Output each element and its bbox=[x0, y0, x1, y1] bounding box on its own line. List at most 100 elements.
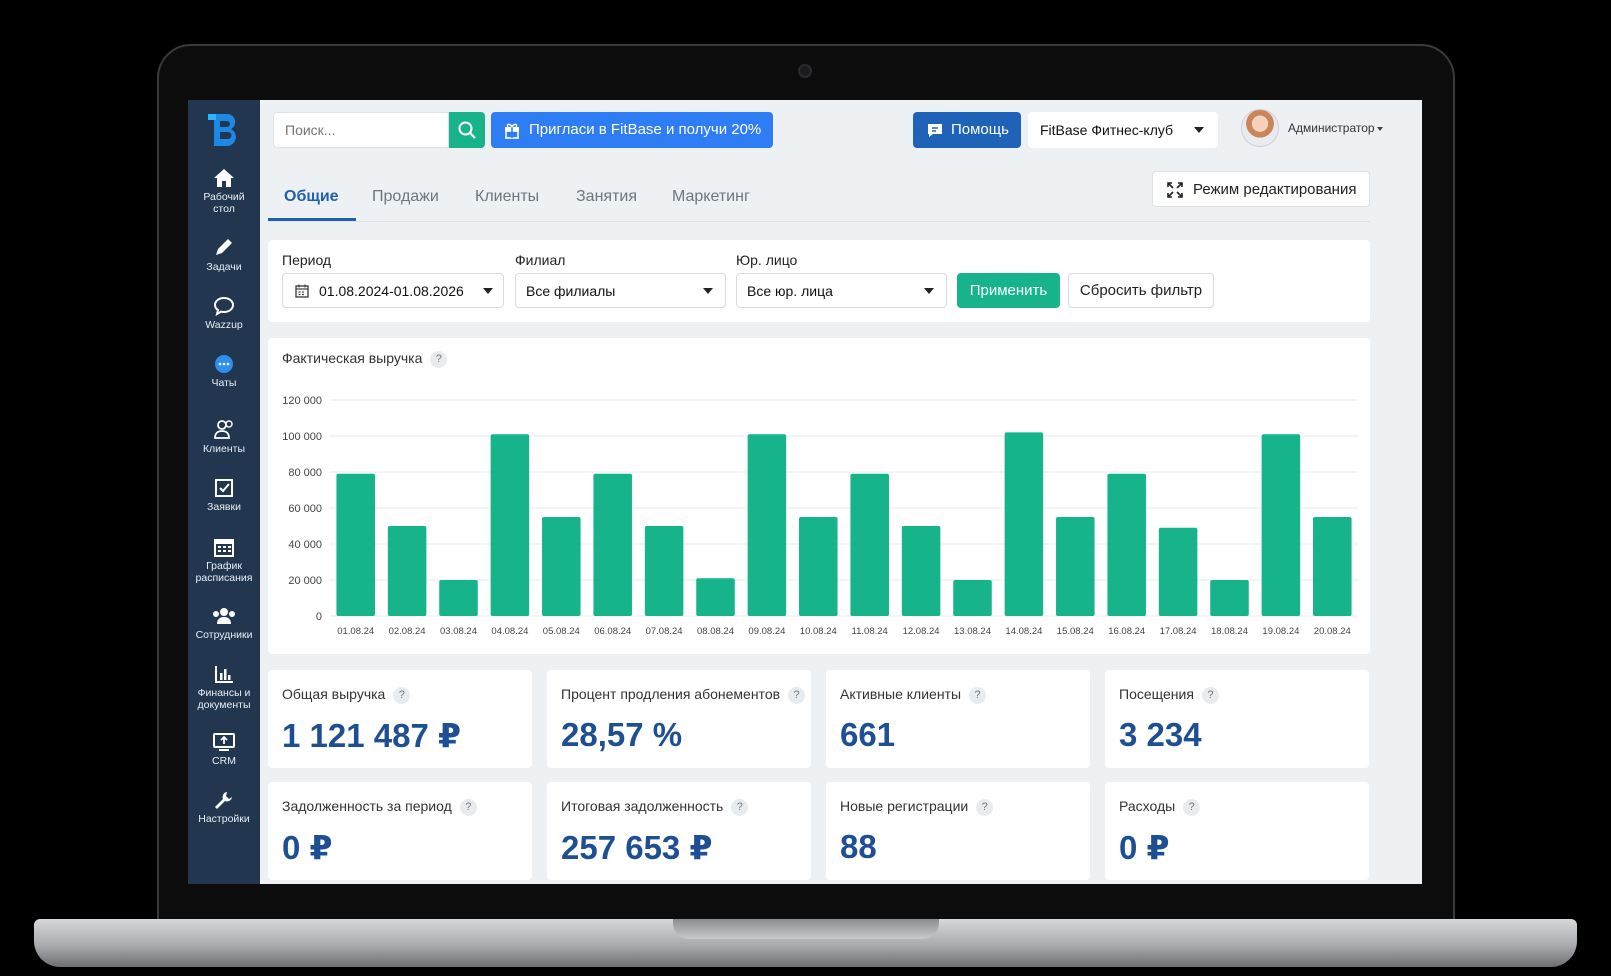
clients-icon bbox=[214, 420, 233, 439]
sidebar-item-label: CRM bbox=[212, 755, 236, 767]
kpi-label: Процент продления абонементов? bbox=[561, 686, 806, 704]
tab-clients[interactable]: Клиенты bbox=[475, 188, 540, 205]
x-tick-label: 12.08.24 bbox=[903, 626, 940, 637]
bar bbox=[644, 526, 684, 616]
kpi-value: 257 653 ₽ bbox=[561, 829, 713, 866]
chart-title-text: Фактическая выручка bbox=[282, 350, 423, 366]
sidebar-item-desktop[interactable]: Рабочий стол bbox=[188, 168, 260, 215]
revenue-chart-card: 0 20 000 40 000 60 000 80 000 100 000 120 000 0… bbox=[268, 338, 1370, 654]
top-bar: Пригласи в FitBase и получи 20% Помощь F… bbox=[260, 100, 1422, 160]
help-button[interactable]: Помощь bbox=[913, 112, 1021, 148]
sidebar-item-tasks[interactable]: Задачи bbox=[188, 238, 260, 273]
tab-general[interactable]: Общие bbox=[284, 188, 339, 205]
bar bbox=[490, 434, 530, 616]
bar bbox=[696, 578, 735, 616]
sidebar-item-chats[interactable]: Чаты bbox=[188, 354, 260, 389]
fitbase-logo[interactable] bbox=[204, 110, 244, 150]
sidebar-item-clients[interactable]: Клиенты bbox=[188, 418, 260, 455]
bar bbox=[953, 580, 992, 616]
kpi-label: Задолженность за период? bbox=[282, 798, 477, 816]
expand-icon bbox=[1167, 182, 1183, 198]
help-icon[interactable]: ? bbox=[430, 350, 448, 368]
calendar-icon bbox=[295, 284, 309, 298]
entity-select[interactable]: Все юр. лица bbox=[736, 273, 947, 308]
sidebar-item-label: Заявки bbox=[207, 501, 241, 513]
x-tick-label: 16.08.24 bbox=[1108, 626, 1145, 637]
tab-marketing[interactable]: Маркетинг bbox=[672, 188, 750, 205]
sidebar-item-label: Клиенты bbox=[202, 443, 246, 455]
help-icon[interactable]: ? bbox=[731, 798, 749, 816]
chevron-down-icon bbox=[924, 288, 934, 294]
kpi-value: 88 bbox=[840, 828, 877, 865]
sidebar-item-staff[interactable]: Сотрудники bbox=[188, 606, 260, 641]
help-icon[interactable]: ? bbox=[969, 686, 987, 704]
search-input[interactable] bbox=[273, 112, 449, 148]
tab-sales[interactable]: Продажи bbox=[372, 188, 439, 205]
reset-filter-button[interactable]: Сбросить фильтр bbox=[1068, 273, 1214, 308]
x-tick-label: 18.08.24 bbox=[1211, 626, 1248, 637]
chat-icon bbox=[215, 355, 233, 373]
avatar[interactable] bbox=[1241, 109, 1279, 147]
kpi-label: Посещения? bbox=[1119, 686, 1219, 704]
sidebar-item-crm[interactable]: CRM bbox=[188, 732, 260, 767]
branch-value: Все филиалы bbox=[526, 283, 616, 299]
crm-icon bbox=[213, 733, 235, 751]
speech-bubble-icon bbox=[213, 296, 235, 316]
search-button[interactable] bbox=[449, 112, 485, 148]
help-icon[interactable]: ? bbox=[393, 686, 411, 704]
x-tick-label: 10.08.24 bbox=[800, 626, 837, 637]
bar bbox=[1004, 432, 1044, 616]
sidebar: Рабочий стол Задачи Wazzup Чаты Клиенты … bbox=[188, 100, 260, 884]
period-label: Период bbox=[282, 252, 332, 268]
bar bbox=[799, 517, 838, 616]
pencil-icon bbox=[216, 239, 232, 255]
y-tick-label: 40 000 bbox=[288, 539, 322, 551]
apply-button[interactable]: Применить bbox=[957, 273, 1060, 308]
sidebar-item-finance[interactable]: Финансы и документы bbox=[188, 664, 260, 711]
x-tick-label: 09.08.24 bbox=[748, 626, 785, 637]
edit-mode-button[interactable]: Режим редактирования bbox=[1152, 171, 1370, 207]
revenue-bar-chart: 0 20 000 40 000 60 000 80 000 100 000 120 000 0… bbox=[282, 395, 1358, 637]
kpi-label: Новые регистрации? bbox=[840, 798, 994, 816]
y-tick-label: 60 000 bbox=[288, 503, 322, 515]
entity-value: Все юр. лица bbox=[747, 283, 833, 299]
kpi-value: 28,57 % bbox=[561, 716, 683, 753]
kpi-label: Итоговая задолженность? bbox=[561, 798, 749, 816]
help-icon[interactable]: ? bbox=[976, 798, 994, 816]
bar bbox=[1210, 580, 1249, 616]
bar bbox=[1313, 517, 1352, 616]
bar bbox=[593, 473, 632, 616]
sidebar-item-schedule[interactable]: График расписания bbox=[188, 537, 260, 584]
help-icon[interactable]: ? bbox=[1201, 686, 1219, 704]
invite-button[interactable]: Пригласи в FitBase и получи 20% bbox=[491, 112, 773, 148]
kpi-period-debt: Задолженность за период? 0 ₽ bbox=[268, 782, 532, 880]
app-screen: Рабочий стол Задачи Wazzup Чаты Клиенты … bbox=[188, 100, 1422, 884]
kpi-value: 0 ₽ bbox=[1119, 829, 1170, 866]
help-icon[interactable]: ? bbox=[459, 798, 477, 816]
club-select[interactable]: FitBase Фитнес-клуб bbox=[1028, 112, 1218, 148]
kpi-total-revenue: Общая выручка? 1 121 487 ₽ bbox=[268, 670, 532, 768]
entity-label: Юр. лицо bbox=[736, 252, 798, 268]
tab-bar: Общие Продажи Клиенты Занятия Маркетинг … bbox=[268, 160, 1370, 222]
bar bbox=[1261, 434, 1301, 616]
help-icon[interactable]: ? bbox=[788, 686, 806, 704]
user-role[interactable]: Администратор bbox=[1288, 121, 1375, 135]
kpi-expenses: Расходы? 0 ₽ bbox=[1105, 782, 1369, 880]
period-picker[interactable]: 01.08.2024-01.08.2026 bbox=[282, 273, 504, 308]
sidebar-item-wazzup[interactable]: Wazzup bbox=[188, 296, 260, 331]
help-icon[interactable]: ? bbox=[1183, 798, 1201, 816]
sidebar-item-requests[interactable]: Заявки bbox=[188, 478, 260, 513]
branch-select[interactable]: Все филиалы bbox=[515, 273, 726, 308]
sidebar-item-settings[interactable]: Настройки bbox=[188, 790, 260, 825]
main-content: Общие Продажи Клиенты Занятия Маркетинг … bbox=[268, 160, 1370, 884]
tab-classes[interactable]: Занятия bbox=[576, 188, 637, 205]
x-tick-label: 07.08.24 bbox=[646, 626, 683, 637]
kpi-label: Активные клиенты? bbox=[840, 686, 987, 704]
y-tick-label: 100 000 bbox=[282, 431, 322, 443]
chevron-down-icon[interactable] bbox=[1377, 127, 1383, 131]
x-tick-label: 06.08.24 bbox=[594, 626, 631, 637]
chart-title: Фактическая выручка? bbox=[282, 350, 448, 368]
chevron-down-icon bbox=[483, 288, 493, 294]
x-tick-label: 17.08.24 bbox=[1160, 626, 1197, 637]
sidebar-item-label: График расписания bbox=[195, 560, 253, 584]
